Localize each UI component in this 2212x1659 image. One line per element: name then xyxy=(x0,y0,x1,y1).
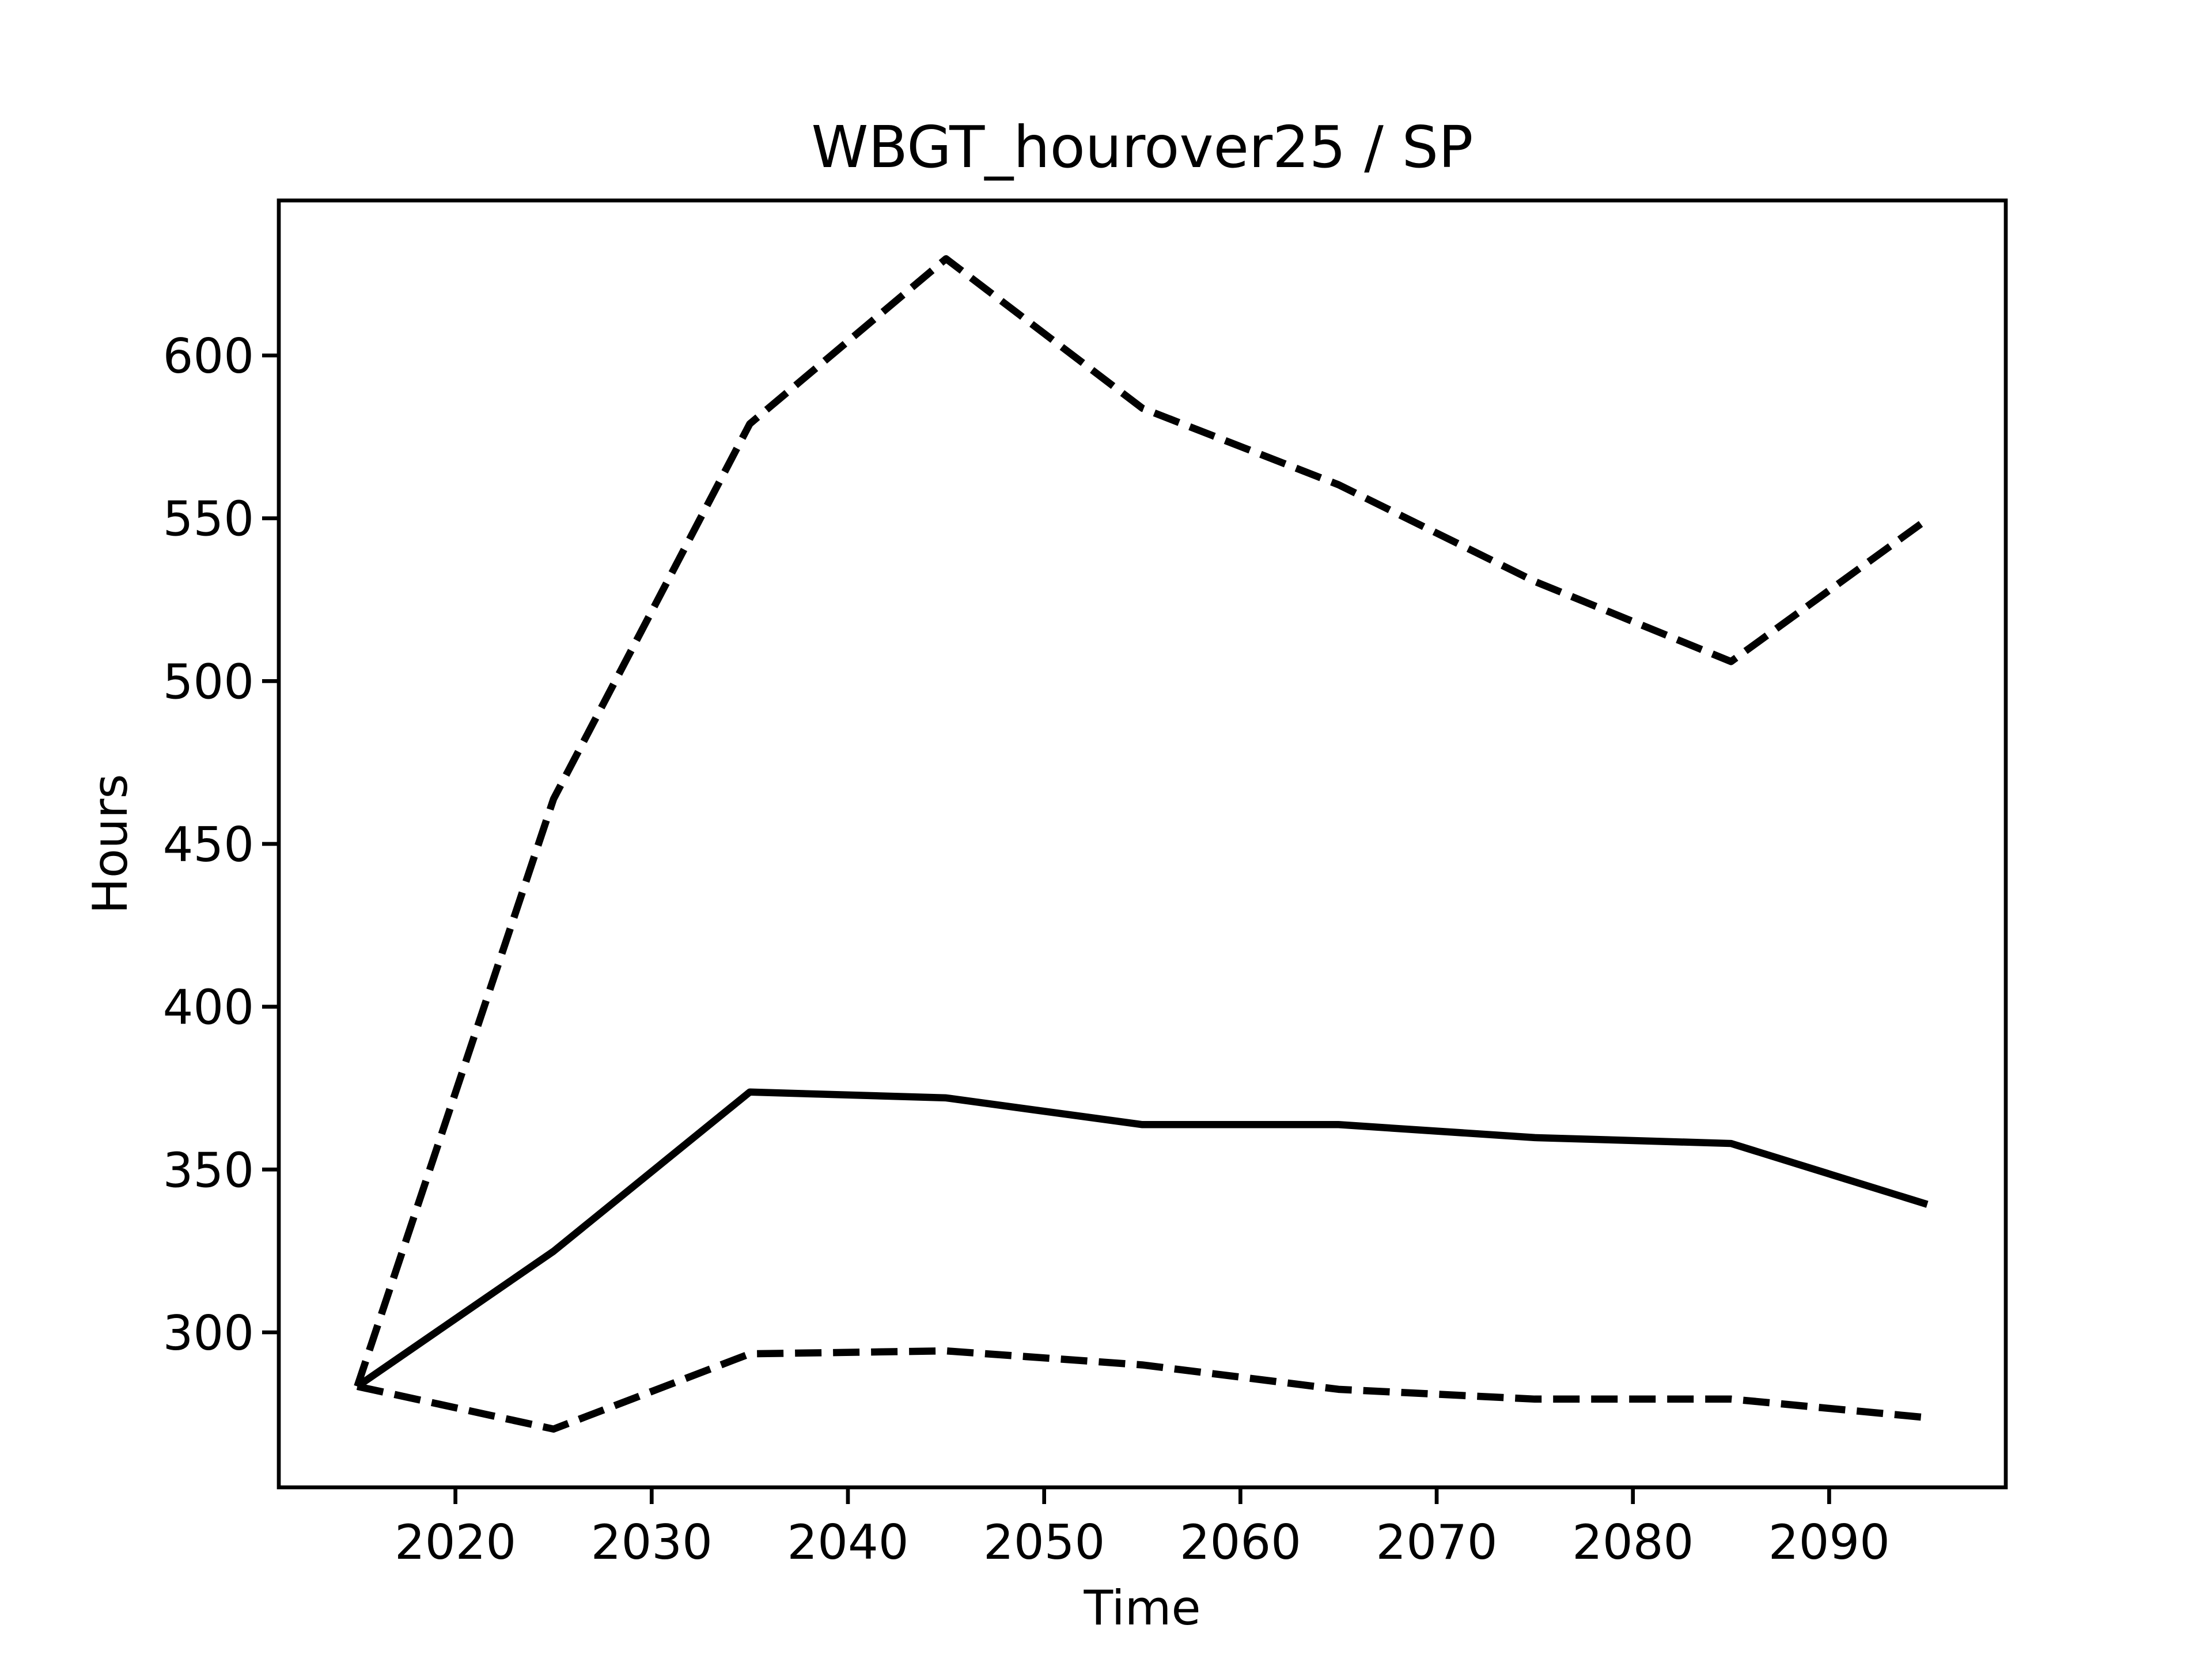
series-line xyxy=(355,1088,1929,1389)
x-tick-label: 2020 xyxy=(395,1514,516,1570)
x-tick-label: 2090 xyxy=(1768,1514,1890,1570)
y-tick-label: 450 xyxy=(163,817,254,873)
y-tick-label: 400 xyxy=(163,980,254,1036)
x-tick-label: 2060 xyxy=(1180,1514,1301,1570)
x-axis-label: Time xyxy=(1083,1580,1200,1636)
chart-title: WBGT_hourover25 / SP xyxy=(812,113,1474,181)
x-tick-label: 2080 xyxy=(1572,1514,1694,1570)
y-tick-label: 550 xyxy=(163,491,254,547)
x-tick-label: 2030 xyxy=(591,1514,713,1570)
plot-frame xyxy=(276,198,2008,1490)
series-line xyxy=(356,1347,1928,1433)
y-tick-label: 300 xyxy=(163,1305,254,1361)
x-tick-label: 2070 xyxy=(1376,1514,1497,1570)
y-tick-label: 500 xyxy=(163,654,254,710)
y-tick-label: 600 xyxy=(163,328,254,384)
x-tick-label: 2040 xyxy=(787,1514,908,1570)
series-line xyxy=(354,255,1930,1388)
y-axis-label: Hours xyxy=(82,774,138,914)
y-tick-label: 350 xyxy=(163,1142,254,1198)
x-tick-label: 2050 xyxy=(983,1514,1105,1570)
